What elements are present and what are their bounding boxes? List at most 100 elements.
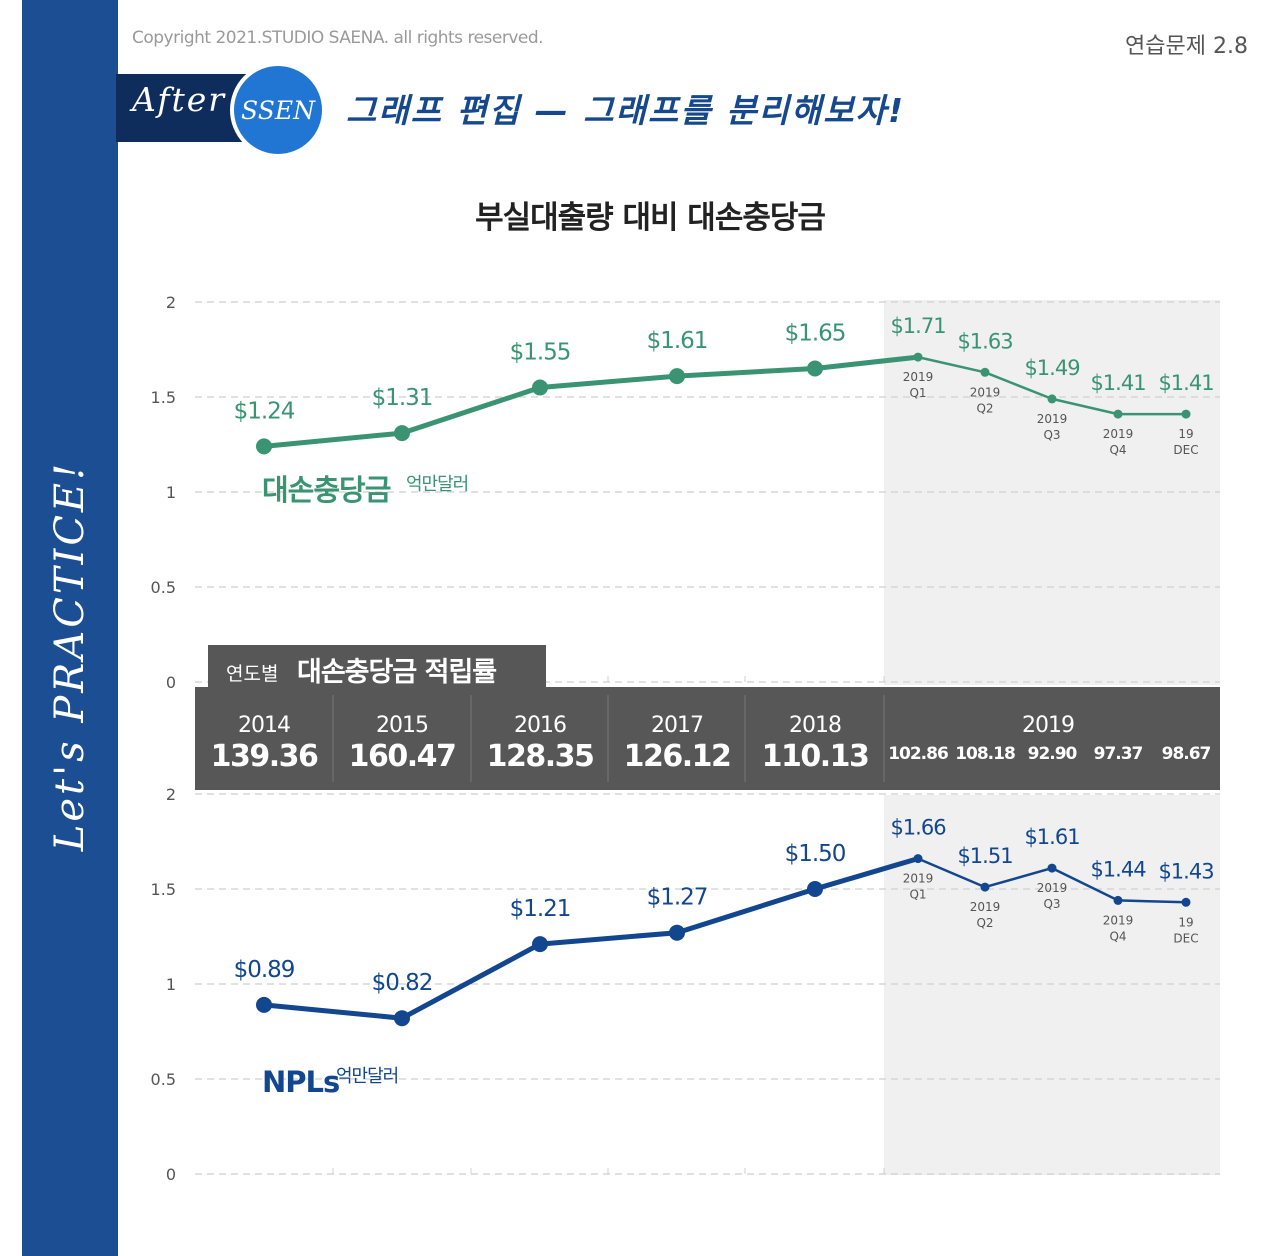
point-label-line1: 2019	[970, 385, 1001, 399]
point-label-line2: Q1	[909, 386, 926, 400]
y-tick-label: 0.5	[151, 578, 176, 597]
table-value-2019: 97.37	[1094, 744, 1143, 764]
point-label-line2: Q1	[909, 888, 926, 902]
data-point	[1181, 897, 1191, 907]
point-label-line1: 2019	[1103, 427, 1134, 441]
table-tab-title: 대손충당금 적립률	[297, 657, 496, 688]
data-label: $1.41	[1090, 371, 1145, 395]
point-label-line2: Q2	[976, 401, 993, 415]
data-label: $1.61	[647, 328, 708, 354]
series-name-green: 대손충당금	[262, 473, 391, 507]
table-value: 139.36	[211, 739, 318, 774]
table-year: 2014	[238, 713, 290, 738]
y-tick-label: 0.5	[151, 1070, 176, 1089]
y-tick-label: 2	[166, 785, 176, 804]
data-point	[394, 1010, 410, 1027]
data-label: $1.49	[1024, 356, 1079, 380]
data-point	[669, 924, 685, 941]
table-band	[195, 687, 1220, 790]
point-label-line1: 2019	[903, 370, 934, 384]
table-value-2019: 98.67	[1162, 744, 1211, 764]
point-label-line1: 2019	[1037, 881, 1068, 895]
point-label-line2: Q3	[1043, 428, 1060, 442]
point-label-line1: 2019	[970, 900, 1001, 914]
y-tick-label: 0	[166, 1165, 176, 1184]
data-point	[1047, 863, 1057, 873]
data-point	[532, 379, 548, 396]
data-label: $1.50	[785, 841, 846, 867]
copyright-text: Copyright 2021.STUDIO SAENA. all rights …	[132, 28, 544, 48]
data-point	[256, 438, 272, 455]
table-value-2019: 102.86	[888, 744, 948, 764]
data-label: $0.89	[234, 957, 295, 983]
data-point	[256, 996, 272, 1013]
data-label: $1.66	[890, 816, 946, 840]
series-unit-green: 억만달러	[406, 474, 468, 495]
series-line-navy-annual	[263, 856, 919, 1021]
data-label: $1.61	[1024, 825, 1079, 849]
data-label: $1.51	[957, 844, 1012, 868]
table-value: 128.35	[487, 739, 594, 774]
chart-title: 부실대출량 대비 대손충당금	[475, 200, 826, 236]
point-label-line1: 19	[1178, 915, 1193, 929]
point-label-line2: Q3	[1043, 897, 1060, 911]
data-label: $1.65	[785, 321, 846, 347]
table-value: 160.47	[349, 739, 456, 774]
data-label: $1.44	[1090, 857, 1146, 881]
table-year: 2016	[514, 713, 566, 738]
table-tab-prefix: 연도별	[226, 663, 278, 685]
data-label: $1.55	[510, 340, 571, 366]
data-point	[669, 368, 685, 385]
table-value: 110.13	[762, 739, 869, 774]
table-year: 2017	[651, 713, 703, 738]
data-point	[807, 360, 823, 377]
table-value-2019: 92.90	[1028, 744, 1078, 764]
table-year: 2015	[376, 713, 428, 738]
data-point	[1113, 409, 1123, 419]
series-name-navy: NPLs	[262, 1065, 339, 1099]
y-tick-label: 1.5	[151, 388, 176, 407]
data-label: $1.63	[957, 329, 1012, 353]
data-point	[532, 936, 548, 953]
point-label-line1: 19	[1178, 427, 1193, 441]
ssen-logo: SSEN	[230, 62, 326, 158]
shade-2019-bottom	[884, 795, 1220, 1175]
y-tick-label: 1	[166, 483, 176, 502]
headline: 그래프 편집 — 그래프를 분리해보자!	[346, 91, 906, 130]
data-point	[1181, 409, 1191, 419]
y-tick-label: 0	[166, 673, 176, 692]
point-label-line2: Q4	[1109, 443, 1126, 457]
ssen-label: SSEN	[241, 95, 315, 125]
y-tick-label: 2	[166, 293, 176, 312]
data-point	[1047, 394, 1057, 404]
point-label-line2: Q4	[1109, 929, 1126, 943]
data-label: $1.31	[372, 385, 433, 411]
data-point	[394, 425, 410, 442]
series-line-green-2019	[814, 355, 1186, 416]
data-label: $1.21	[510, 896, 571, 922]
after-label: After	[132, 80, 227, 119]
data-label: $1.27	[647, 885, 708, 911]
data-label: $1.24	[234, 398, 295, 424]
y-tick-label: 1	[166, 975, 176, 994]
point-label-line2: Q2	[976, 916, 993, 930]
y-tick-label: 1.5	[151, 880, 176, 899]
series-line-navy-2019	[814, 857, 1187, 904]
point-label-line1: 2019	[903, 872, 934, 886]
table-value: 126.12	[624, 739, 731, 774]
data-label: $1.43	[1158, 859, 1213, 883]
point-label-line2: DEC	[1173, 931, 1198, 945]
table-tab	[208, 645, 546, 689]
data-point	[980, 882, 990, 892]
series-unit-navy: 억만달러	[336, 1066, 398, 1087]
data-label: $1.71	[890, 314, 945, 338]
exercise-number: 연습문제 2.8	[1125, 34, 1248, 59]
data-point	[807, 881, 823, 897]
data-point	[1113, 895, 1123, 905]
table-year: 2018	[789, 713, 841, 738]
point-label-line1: 2019	[1103, 913, 1134, 927]
sidebar	[22, 0, 118, 1256]
data-point	[913, 352, 923, 362]
data-label: $1.41	[1158, 371, 1213, 395]
